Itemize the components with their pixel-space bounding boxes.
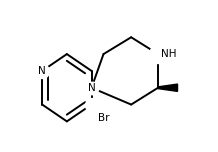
Text: N: N	[38, 66, 46, 76]
Text: Br: Br	[97, 113, 109, 123]
Text: NH: NH	[161, 49, 176, 59]
Polygon shape	[158, 84, 177, 91]
Text: N: N	[88, 83, 95, 93]
